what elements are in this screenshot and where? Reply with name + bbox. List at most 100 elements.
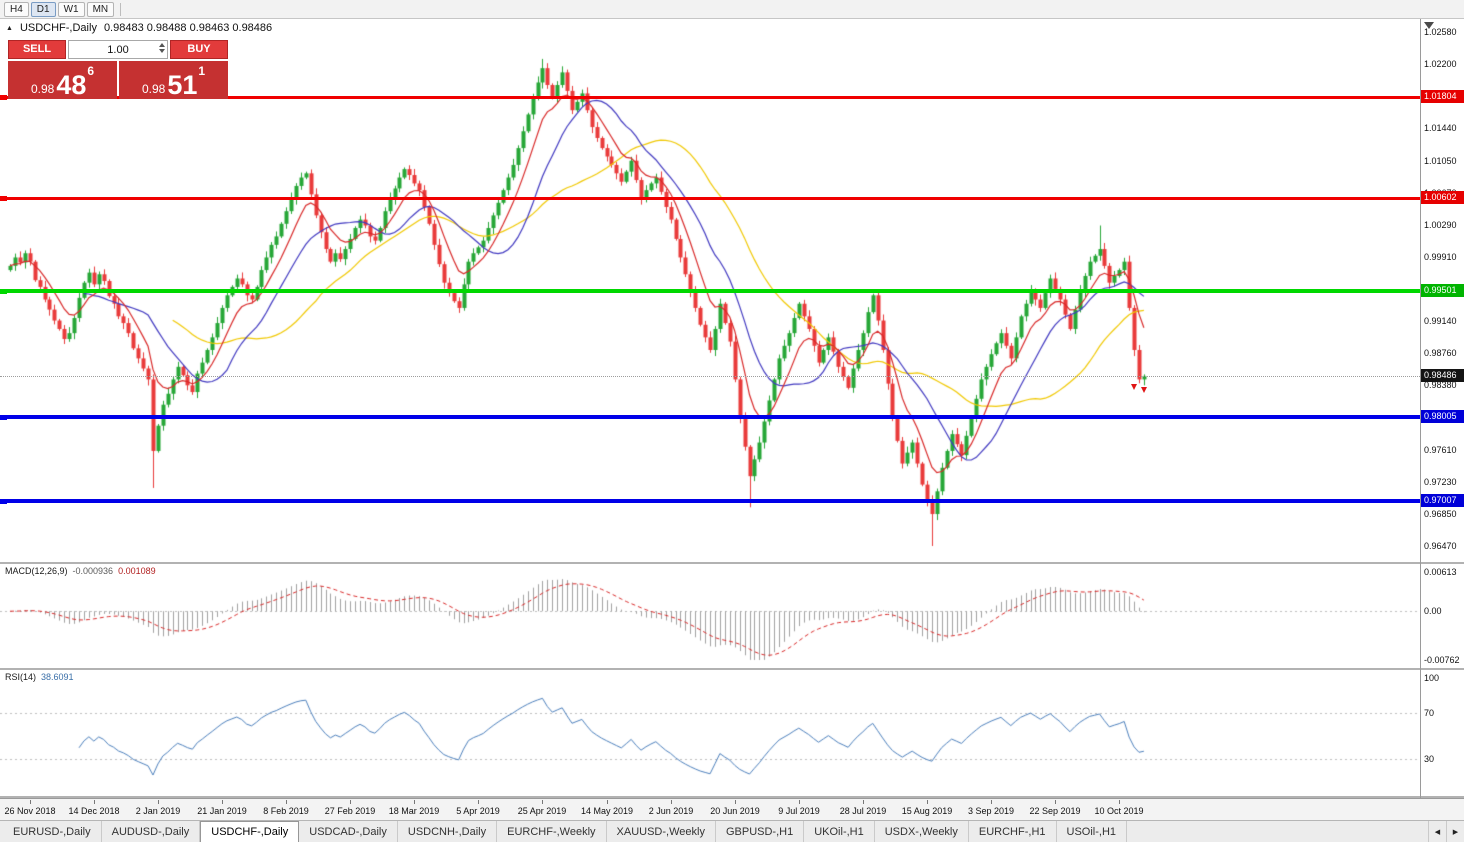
volume-input[interactable]: 1.00 — [68, 40, 168, 59]
rsi-panel: RSI(14) 38.6091 — [0, 670, 1420, 796]
date-label: 22 Sep 2019 — [1029, 806, 1081, 816]
spinner-up-icon[interactable] — [159, 43, 165, 47]
date-label: 9 Jul 2019 — [778, 806, 820, 816]
date-tick — [991, 800, 992, 804]
date-label: 20 Jun 2019 — [710, 806, 760, 816]
chart-tab[interactable]: EURUSD-,Daily — [3, 821, 102, 842]
date-tick — [414, 800, 415, 804]
chart-tab[interactable]: UKOil-,H1 — [804, 821, 875, 842]
chart-tab[interactable]: USDCNH-,Daily — [398, 821, 498, 842]
price-tick: 1.01050 — [1424, 155, 1457, 166]
sell-price-prefix: 0.98 — [30, 81, 55, 96]
volume-spinner[interactable] — [159, 43, 165, 53]
rsi-label: RSI(14) 38.6091 — [5, 672, 74, 682]
date-label: 2 Jan 2019 — [135, 806, 181, 816]
chart-tab[interactable]: EURCHF-,Weekly — [497, 821, 607, 842]
macd-signal-value: 0.001089 — [118, 566, 156, 576]
sell-price-box[interactable]: 0.98 48 6 — [8, 61, 117, 99]
tab-scroll-right-icon[interactable]: ▶ — [1446, 821, 1464, 842]
price-tick: 1.02580 — [1424, 27, 1457, 37]
periods-toolbar: H4 D1 W1 MN — [0, 0, 1464, 19]
date-tick — [863, 800, 864, 804]
date-label: 8 Feb 2019 — [263, 806, 309, 816]
chart-tab[interactable]: AUDUSD-,Daily — [102, 821, 201, 842]
date-label: 14 May 2019 — [580, 806, 634, 816]
date-label: 28 Jul 2019 — [839, 806, 887, 816]
price-tick: 0.99910 — [1424, 251, 1457, 262]
date-tick — [927, 800, 928, 804]
date-tick — [94, 800, 95, 804]
timeframe-buttons: H4 D1 W1 MN — [3, 1, 115, 17]
date-tick — [735, 800, 736, 804]
price-tick: 1.02200 — [1424, 58, 1457, 69]
chart-tab[interactable]: USOil-,H1 — [1057, 821, 1128, 842]
chart-tab[interactable]: USDX-,Weekly — [875, 821, 969, 842]
indicator-scale-tick: 30 — [1424, 753, 1435, 764]
macd-name: MACD(12,26,9) — [5, 566, 68, 576]
price-tick: 0.96470 — [1424, 541, 1457, 551]
date-label: 14 Dec 2018 — [68, 806, 120, 816]
date-label: 25 Apr 2019 — [517, 806, 567, 816]
date-tick — [222, 800, 223, 804]
rsi-canvas[interactable] — [0, 670, 1420, 796]
main-chart-canvas[interactable] — [0, 19, 1420, 562]
date-tick — [1119, 800, 1120, 804]
price-tick: 0.96850 — [1424, 509, 1457, 520]
sell-price-sup: 6 — [87, 64, 95, 78]
date-label: 18 Mar 2019 — [388, 806, 440, 816]
buy-button[interactable]: BUY — [170, 40, 228, 59]
buy-price-prefix: 0.98 — [141, 81, 166, 96]
resistance-level-badge: 1.00602 — [1421, 191, 1464, 205]
date-tick — [350, 800, 351, 804]
sell-button[interactable]: SELL — [8, 40, 66, 59]
chart-tab[interactable]: USDCHF-,Daily — [200, 821, 300, 842]
buy-price-box[interactable]: 0.98 51 1 — [119, 61, 228, 99]
macd-main-value: -0.000936 — [72, 566, 114, 576]
resistance-level-badge: 1.01804 — [1421, 90, 1464, 104]
one-click-collapse-icon[interactable]: ▲ — [6, 24, 13, 32]
date-label: 15 Aug 2019 — [901, 806, 953, 816]
date-label: 10 Oct 2019 — [1094, 806, 1144, 816]
panel-splitter[interactable] — [0, 796, 1464, 798]
panel-splitter[interactable] — [0, 668, 1464, 670]
price-tick: 1.01440 — [1424, 122, 1457, 133]
date-tick — [286, 800, 287, 804]
spinner-down-icon[interactable] — [159, 49, 165, 53]
price-tick: 0.97610 — [1424, 445, 1457, 456]
tab-scroll-left-icon[interactable]: ◀ — [1428, 821, 1446, 842]
panel-splitter[interactable] — [0, 562, 1464, 564]
buy-price-big: 51 — [167, 69, 198, 100]
chart-symbol-label: USDCHF-,Daily — [19, 22, 97, 34]
date-label: 26 Nov 2018 — [4, 806, 56, 816]
timeframe-button-h4[interactable]: H4 — [4, 1, 29, 17]
buy-price-sup: 1 — [198, 64, 206, 78]
price-tick: 0.98760 — [1424, 348, 1457, 359]
last-price-badge: 0.98486 — [1421, 369, 1464, 383]
chart-tab[interactable]: USDCAD-,Daily — [299, 821, 398, 842]
support-level-badge: 0.98005 — [1421, 409, 1464, 423]
toolbar-separator — [120, 2, 122, 16]
timeframe-button-mn[interactable]: MN — [86, 1, 115, 17]
date-tick — [799, 800, 800, 804]
date-tick — [542, 800, 543, 804]
time-axis[interactable]: 26 Nov 2018 14 Dec 2018 2 Jan 2019 21 Jan 2… — [0, 798, 1464, 820]
price-axis[interactable]: 1.025801.022001.014401.010501.006701.002… — [1421, 19, 1464, 562]
price-tick: 0.99140 — [1424, 316, 1457, 327]
chart-ohlc-values: 0.98483 0.98488 0.98463 0.98486 — [103, 22, 273, 34]
date-label: 27 Feb 2019 — [324, 806, 376, 816]
timeframe-button-w1[interactable]: W1 — [57, 1, 85, 17]
macd-axis: 0.00613 0.00 -0.00762 — [1421, 564, 1464, 668]
indicator-scale-tick: 0.00613 — [1424, 567, 1457, 577]
price-tick: 0.98380 — [1424, 380, 1457, 391]
chart-tab[interactable]: EURCHF-,H1 — [969, 821, 1057, 842]
chart-tab[interactable]: GBPUSD-,H1 — [716, 821, 805, 842]
sell-price-big: 48 — [56, 69, 87, 100]
chart-tab[interactable]: XAUUSD-,Weekly — [607, 821, 716, 842]
timeframe-button-d1[interactable]: D1 — [30, 1, 56, 17]
chart-shift-marker-icon[interactable] — [1424, 22, 1434, 29]
one-click-trading-panel: SELL 1.00 BUY 0.98 48 6 0.98 51 1 — [8, 40, 228, 99]
pivot-level-badge: 0.99501 — [1421, 284, 1464, 298]
macd-canvas[interactable] — [0, 564, 1420, 668]
indicator-scale-tick: -0.00762 — [1424, 655, 1460, 665]
